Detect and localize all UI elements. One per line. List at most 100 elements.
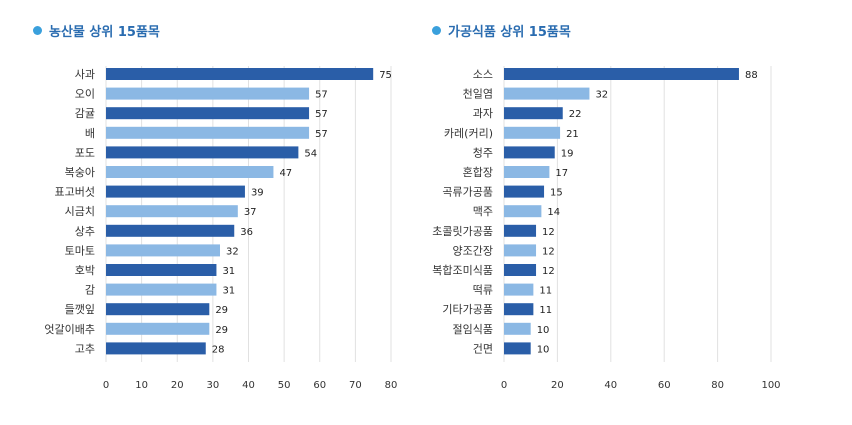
agri-category-label: 고추 (75, 342, 95, 355)
processed-category-label: 복합조미식품 (432, 264, 493, 277)
processed-value-label: 12 (542, 227, 555, 238)
processed-value-label: 11 (539, 286, 552, 297)
agri-tick-label: 50 (278, 380, 291, 391)
processed-value-label: 11 (539, 305, 552, 316)
agri-value-label: 39 (251, 188, 264, 199)
processed-value-label: 19 (561, 148, 574, 159)
agri-bar (106, 146, 299, 159)
agri-bar (106, 126, 310, 139)
chart-title-processed-text: 가공식품 상위 15품목 (448, 25, 571, 40)
agri-category-label: 호박 (75, 264, 95, 277)
agri-tick-label: 80 (385, 380, 398, 391)
agri-bar (106, 283, 217, 296)
processed-value-label: 10 (537, 344, 550, 355)
processed-value-label: 15 (550, 188, 563, 199)
agri-category-label: 복숭아 (65, 166, 95, 179)
agri-category-label: 사과 (75, 68, 95, 81)
processed-category-label: 카레(커리) (444, 127, 493, 140)
agri-bar (106, 342, 206, 355)
processed-bar (504, 303, 534, 316)
processed-tick-label: 60 (658, 380, 671, 391)
processed-bar (504, 244, 537, 257)
processed-value-label: 12 (542, 266, 555, 277)
agri-tick-label: 20 (171, 380, 184, 391)
processed-category-label: 청주 (473, 146, 493, 159)
processed-tick-label: 20 (551, 380, 564, 391)
agri-value-label: 32 (226, 246, 239, 257)
processed-bar (504, 126, 561, 139)
processed-tick-label: 100 (761, 380, 780, 391)
agri-category-label: 오이 (75, 88, 95, 101)
agri-bar (106, 185, 245, 198)
processed-category-label: 기타가공품 (442, 303, 493, 316)
agri-value-label: 37 (244, 207, 257, 218)
processed-bar (504, 205, 542, 218)
processed-bar (504, 264, 537, 276)
processed-category-label: 맥주 (473, 205, 493, 218)
agri-value-label: 29 (215, 325, 228, 336)
agri-tick-label: 60 (313, 380, 326, 391)
processed-bar (504, 342, 531, 355)
agri-tick-label: 40 (242, 380, 255, 391)
processed-value-label: 10 (537, 325, 550, 336)
agri-bar (106, 68, 374, 80)
agri-category-label: 시금치 (65, 205, 95, 218)
agri-value-label: 36 (240, 227, 253, 238)
agri-category-label: 엇갈이배추 (44, 322, 95, 336)
processed-value-label: 32 (595, 90, 608, 101)
processed-tick-label: 0 (501, 380, 507, 391)
agri-value-label: 75 (379, 70, 392, 81)
processed-bar (504, 146, 555, 159)
processed-bar (504, 87, 590, 100)
processed-tick-label: 80 (711, 380, 724, 391)
agri-value-label: 29 (215, 305, 228, 316)
agri-category-label: 배 (85, 127, 95, 140)
agri-tick-label: 0 (103, 380, 109, 391)
bullet-dot-icon (432, 26, 441, 35)
agri-bar (106, 303, 210, 316)
agri-value-label: 57 (315, 129, 328, 140)
processed-category-label: 과자 (473, 107, 493, 120)
processed-category-label: 양조간장 (453, 244, 493, 257)
processed-bar (504, 107, 563, 120)
processed-value-label: 12 (542, 246, 555, 257)
processed-category-label: 천일염 (463, 87, 493, 101)
agri-value-label: 31 (222, 266, 235, 277)
agri-value-label: 31 (222, 286, 235, 297)
agri-category-label: 감귤 (75, 107, 95, 120)
agri-bar (106, 244, 220, 257)
processed-bar (504, 166, 550, 178)
agri-bar (106, 224, 235, 237)
agri-value-label: 54 (304, 148, 317, 159)
chart-title-agri-text: 농산물 상위 15품목 (49, 25, 160, 40)
chart-title-processed: 가공식품 상위 15품목 (432, 21, 571, 40)
chart-title-agri: 농산물 상위 15품목 (33, 21, 160, 40)
agri-bar (106, 205, 238, 218)
processed-category-label: 곡류가공품 (442, 186, 493, 199)
processed-bar (504, 224, 537, 237)
agri-bar (106, 87, 310, 100)
processed-value-label: 14 (547, 207, 560, 218)
agri-tick-label: 30 (207, 380, 220, 391)
processed-bar (504, 68, 739, 80)
processed-category-label: 건면 (473, 342, 493, 355)
agri-value-label: 57 (315, 90, 328, 101)
agri-category-label: 들깻잎 (65, 303, 95, 316)
processed-value-label: 17 (555, 168, 568, 179)
agri-value-label: 28 (212, 344, 225, 355)
processed-category-label: 떡류 (473, 284, 493, 297)
agri-value-label: 47 (279, 168, 292, 179)
agri-category-label: 표고버섯 (55, 186, 95, 199)
agri-value-label: 57 (315, 109, 328, 120)
agri-category-label: 상추 (75, 225, 95, 238)
agri-bar (106, 166, 274, 178)
agri-tick-label: 70 (349, 380, 362, 391)
agri-tick-label: 10 (135, 380, 148, 391)
processed-value-label: 21 (566, 129, 579, 140)
processed-category-label: 혼합장 (463, 166, 493, 179)
processed-category-label: 소스 (473, 68, 493, 81)
agri-bar (106, 264, 217, 276)
processed-category-label: 절임식품 (453, 323, 493, 336)
processed-category-label: 초콜릿가공품 (432, 225, 493, 238)
